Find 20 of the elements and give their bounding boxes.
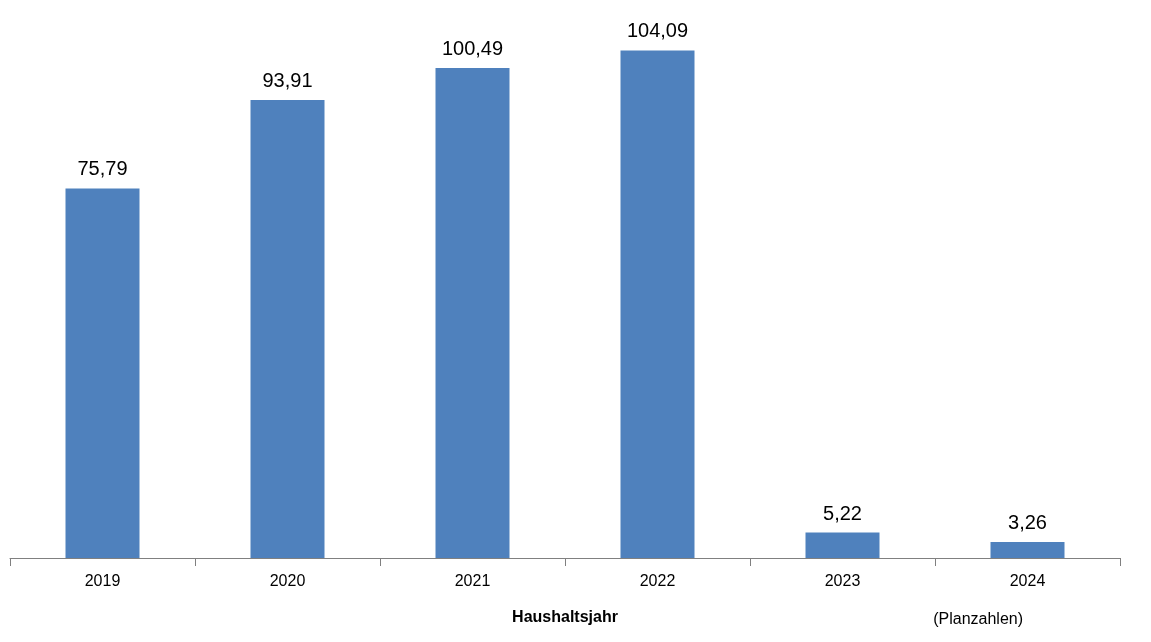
bar [805,532,880,558]
data-label: 93,91 [262,69,313,92]
x-tick-label: 2022 [639,571,676,589]
x-tick-label: 2021 [454,571,491,589]
data-label: 5,22 [823,501,862,524]
data-label: 75,79 [77,157,128,180]
x-tick-label: 2023 [824,571,861,589]
data-label: 3,26 [1008,511,1047,534]
data-label: 100,49 [441,37,504,60]
bar [990,542,1065,558]
bar [435,68,510,558]
x-tick-label: 2024 [1009,571,1046,589]
data-label: 104,09 [626,19,689,42]
bar [250,100,325,558]
x-axis-title: Haushaltsjahr [512,607,618,625]
x-tick-label: 2019 [84,571,121,589]
bar [620,50,695,558]
text: (Planzahlen) [933,609,1023,627]
bar [65,188,140,558]
x-tick-label: 2020 [269,571,306,589]
